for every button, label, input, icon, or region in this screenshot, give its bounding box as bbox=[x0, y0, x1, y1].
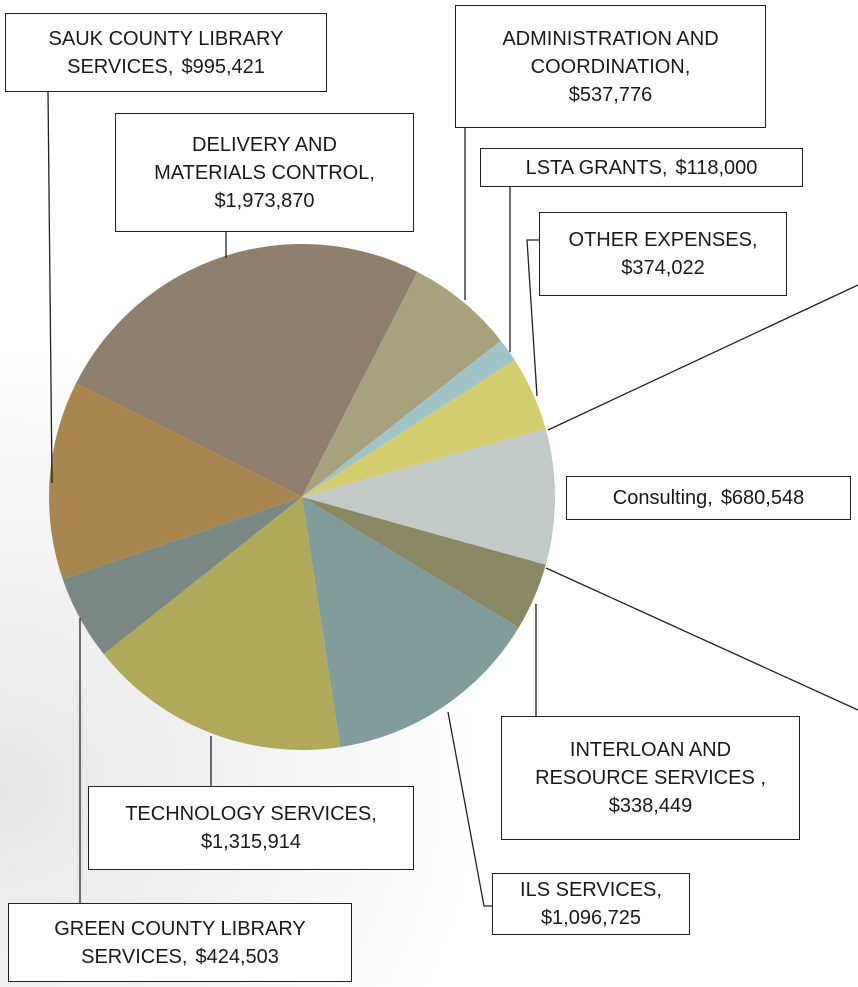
label-text: OTHER EXPENSES, $374,022 bbox=[569, 226, 758, 282]
value-label: $424,503 bbox=[195, 945, 279, 968]
category-label: DELIVERY AND MATERIALS CONTROL, bbox=[154, 133, 375, 184]
value-label: $680,548 bbox=[720, 487, 805, 509]
pie-slice bbox=[302, 360, 546, 497]
data-label: SAUK COUNTY LIBRARY SERVICES, $995,421 bbox=[5, 13, 327, 92]
data-label: ADMINISTRATION AND COORDINATION, $537,776 bbox=[455, 5, 766, 128]
label-text: ILS SERVICES, $1,096,725 bbox=[520, 876, 662, 932]
pie-slice bbox=[302, 497, 519, 748]
category-label: OTHER EXPENSES, bbox=[568, 229, 758, 251]
data-label: GREEN COUNTY LIBRARY SERVICES, $424,503 bbox=[8, 903, 352, 982]
pie-slice bbox=[302, 340, 515, 497]
category-label: INTERLOAN AND RESOURCE SERVICES , bbox=[535, 739, 766, 789]
label-text: LSTA GRANTS, $118,000 bbox=[526, 154, 758, 182]
label-text: INTERLOAN AND RESOURCE SERVICES , $338,44… bbox=[528, 736, 773, 820]
leader-line bbox=[547, 284, 858, 431]
data-label: ILS SERVICES, $1,096,725 bbox=[492, 873, 690, 935]
value-label: $338,449 bbox=[608, 795, 693, 817]
pie-slice bbox=[49, 383, 303, 580]
label-text: SAUK COUNTY LIBRARY SERVICES, $995,421 bbox=[16, 25, 316, 81]
data-label: TECHNOLOGY SERVICES, $1,315,914 bbox=[88, 786, 414, 870]
value-label: $1,973,870 bbox=[214, 189, 315, 212]
category-label: SAUK COUNTY LIBRARY SERVICES, bbox=[48, 27, 284, 78]
label-text: TECHNOLOGY SERVICES, $1,315,914 bbox=[125, 800, 377, 856]
label-text: ADMINISTRATION AND COORDINATION, $537,776 bbox=[461, 25, 761, 109]
category-label: TECHNOLOGY SERVICES, bbox=[125, 803, 377, 825]
data-label: Consulting, $680,548 bbox=[566, 476, 851, 520]
value-label: $1,315,914 bbox=[200, 831, 302, 853]
label-text: GREEN COUNTY LIBRARY SERVICES, $424,503 bbox=[30, 915, 330, 971]
pie-slice bbox=[302, 428, 555, 565]
category-label: LSTA GRANTS, bbox=[525, 156, 668, 179]
value-label: $1,096,725 bbox=[540, 907, 642, 929]
leader-line bbox=[526, 239, 539, 397]
data-label: DELIVERY AND MATERIALS CONTROL, $1,973,87… bbox=[115, 113, 414, 232]
pie-slice bbox=[62, 497, 303, 655]
data-label: OTHER EXPENSES, $374,022 bbox=[539, 212, 787, 296]
data-label: INTERLOAN AND RESOURCE SERVICES , $338,44… bbox=[501, 716, 800, 840]
data-label: LSTA GRANTS, $118,000 bbox=[480, 148, 803, 187]
value-label: $995,421 bbox=[181, 55, 265, 78]
leader-line bbox=[545, 567, 858, 711]
pie-slice bbox=[302, 497, 546, 628]
label-text: Consulting, $680,548 bbox=[613, 484, 804, 512]
value-label: $118,000 bbox=[675, 156, 758, 179]
category-label: ADMINISTRATION AND COORDINATION, bbox=[502, 27, 719, 78]
category-label: ILS SERVICES, bbox=[520, 879, 662, 901]
pie-slice bbox=[302, 271, 501, 497]
pie-slice bbox=[103, 497, 341, 750]
pie-slice bbox=[75, 244, 418, 497]
value-label: $374,022 bbox=[621, 257, 705, 279]
label-text: DELIVERY AND MATERIALS CONTROL, $1,973,87… bbox=[145, 131, 385, 215]
category-label: Consulting, bbox=[612, 487, 713, 509]
value-label: $537,776 bbox=[568, 83, 653, 106]
leader-line bbox=[447, 711, 492, 907]
category-label: GREEN COUNTY LIBRARY SERVICES, bbox=[54, 917, 306, 968]
leader-line bbox=[47, 91, 53, 484]
